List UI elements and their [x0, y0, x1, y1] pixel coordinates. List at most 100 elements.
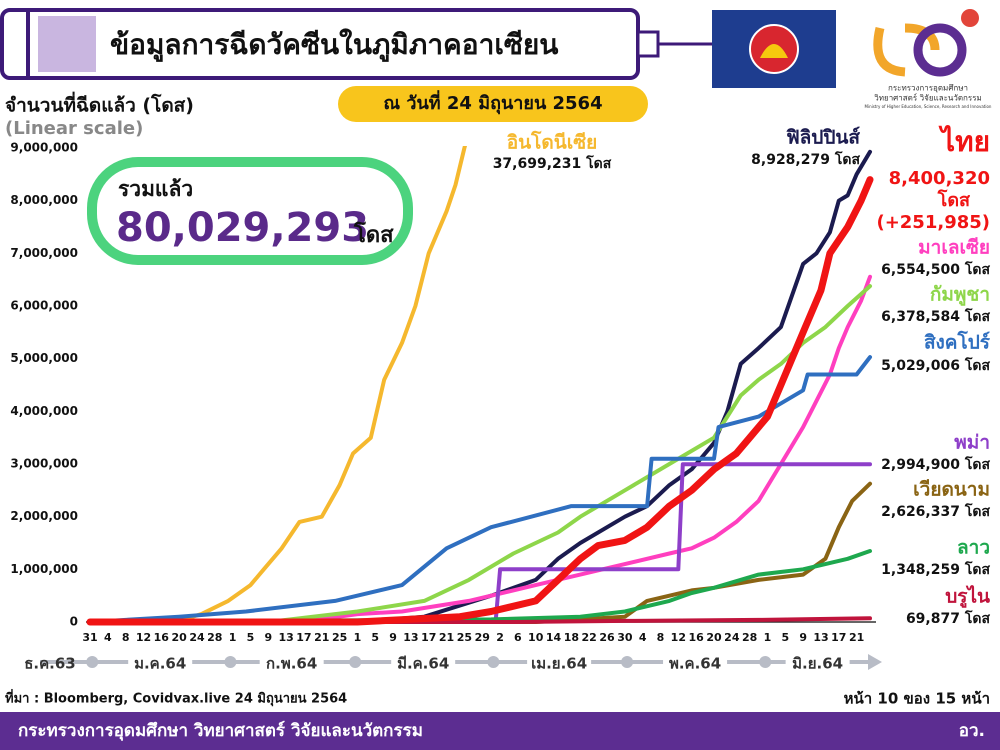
month-label: พ.ค.64 [669, 655, 721, 673]
y-tick-label: 0 [70, 615, 78, 629]
x-tick-label: 20 [171, 631, 187, 644]
x-tick-label: 1 [229, 631, 237, 644]
month-label: มี.ค.64 [397, 655, 449, 673]
month-label: เม.ย.64 [531, 655, 587, 673]
x-tick-label: 5 [371, 631, 379, 644]
total-label: รวมแล้ว [118, 177, 193, 201]
x-tick-label: 14 [546, 631, 562, 644]
logo-line3: Ministry of Higher Education, Science, R… [865, 104, 992, 109]
x-tick-label: 13 [403, 631, 418, 644]
x-tick-label: 1 [764, 631, 772, 644]
end-value-label: 1,348,259 โดส [881, 560, 990, 578]
y-tick-label: 8,000,000 [10, 193, 78, 207]
end-value-label: 8,928,279 โดส [751, 150, 860, 168]
x-tick-label: 21 [314, 631, 329, 644]
month-label: ก.พ.64 [266, 655, 317, 673]
legend-name: ไทย [938, 125, 990, 158]
y-tick-label: 1,000,000 [10, 562, 78, 576]
month-label-bg [785, 652, 850, 674]
syringe-plunger [38, 16, 96, 72]
plot-lines [86, 146, 874, 626]
date-badge [338, 86, 648, 122]
end-value-label: 69,877 โดส [906, 609, 991, 627]
x-tick-label: 20 [706, 631, 722, 644]
month-label: ธ.ค.63 [24, 655, 75, 673]
total-box [87, 157, 413, 265]
month-divider [86, 656, 99, 668]
x-tick-label: 28 [742, 631, 757, 644]
source: ที่มา : Bloomberg, Covidvax.live 24 มิถุ… [5, 689, 347, 707]
month-label-bg [527, 652, 592, 674]
scale-note: (Linear scale) [5, 118, 143, 139]
x-tick-label: 18 [564, 631, 579, 644]
x-tick-label: 5 [781, 631, 789, 644]
legend-name: บรูไน [945, 585, 990, 609]
series-line [88, 149, 872, 624]
x-tick-label: 4 [639, 631, 647, 644]
x-tick-label: 16 [154, 631, 170, 644]
month-label-bg [663, 652, 728, 674]
ministry-name: กระทรวงการอุดมศึกษา วิทยาศาสตร์ วิจัยและ… [18, 720, 423, 741]
month-label-bg [259, 652, 324, 674]
series-line [88, 355, 872, 624]
x-tick-label: 2 [496, 631, 504, 644]
end-value-label: 5,029,006 โดส [881, 356, 990, 374]
y-tick-label: 6,000,000 [10, 299, 78, 313]
x-tick-label: 13 [278, 631, 293, 644]
legend-name: ลาว [957, 537, 990, 559]
month-label-bg [391, 652, 456, 674]
x-tick-label: 10 [528, 631, 544, 644]
month-divider [621, 656, 634, 668]
x-tick-label: 29 [475, 631, 490, 644]
x-tick-label: 13 [813, 631, 828, 644]
logo-line2: วิทยาศาสตร์ วิจัยและนวัตกรรม [874, 93, 982, 103]
x-tick-label: 17 [831, 631, 846, 644]
y-tick-label: 7,000,000 [10, 246, 78, 260]
x-tick-label: 16 [689, 631, 705, 644]
x-tick-label: 8 [657, 631, 665, 644]
x-tick-label: 17 [296, 631, 311, 644]
x-tick-label: 21 [849, 631, 864, 644]
x-tick-label: 30 [617, 631, 633, 644]
end-value-label: 2,994,900 โดส [881, 455, 990, 473]
y-tick-label: 9,000,000 [10, 141, 78, 155]
asean-flag [712, 10, 836, 88]
end-value-label: 6,554,500 โดส [881, 260, 990, 278]
x-tick-label: 26 [599, 631, 615, 644]
end-value-label: 6,378,584 โดส [881, 307, 990, 325]
month-label: มิ.ย.64 [792, 655, 843, 673]
x-tick-label: 22 [582, 631, 597, 644]
x-tick-label: 24 [724, 631, 740, 644]
y-tick-label: 2,000,000 [10, 509, 78, 523]
legend-name: อินโดนีเซีย [507, 131, 597, 154]
date: ณ วันที่ 24 มิถุนายน 2564 [383, 90, 602, 115]
series-line [88, 274, 872, 624]
ministry-abbr: อว. [959, 721, 985, 741]
x-tick-label: 17 [421, 631, 436, 644]
x-tick-label: 4 [104, 631, 112, 644]
x-tick-label: 31 [82, 631, 97, 644]
x-tick-label: 9 [264, 631, 272, 644]
x-tick-label: 9 [389, 631, 397, 644]
legend-name: พม่า [954, 432, 990, 454]
x-tick-label: 5 [247, 631, 255, 644]
month-label: ม.ค.64 [134, 655, 186, 673]
x-tick-label: 25 [332, 631, 347, 644]
month-divider [349, 656, 362, 668]
end-value-label: 37,699,231 โดส [493, 154, 612, 172]
page-number: หน้า 10 ของ 15 หน้า [844, 690, 990, 708]
footer-bar [0, 712, 1000, 750]
legend-name: ฟิลิปปินส์ [786, 127, 860, 149]
x-tick-label: 9 [799, 631, 807, 644]
x-tick-label: 12 [671, 631, 686, 644]
syringe-tip [636, 30, 660, 58]
month-label-bg [128, 652, 193, 674]
y-tick-label: 5,000,000 [10, 351, 78, 365]
series-line [88, 284, 872, 624]
y-axis-title: จำนวนที่ฉีดแล้ว (โดส) [5, 92, 194, 117]
total-unit: โดส [353, 221, 394, 248]
series-line [88, 146, 468, 624]
x-tick-label: 6 [514, 631, 522, 644]
x-tick-label: 1 [354, 631, 362, 644]
